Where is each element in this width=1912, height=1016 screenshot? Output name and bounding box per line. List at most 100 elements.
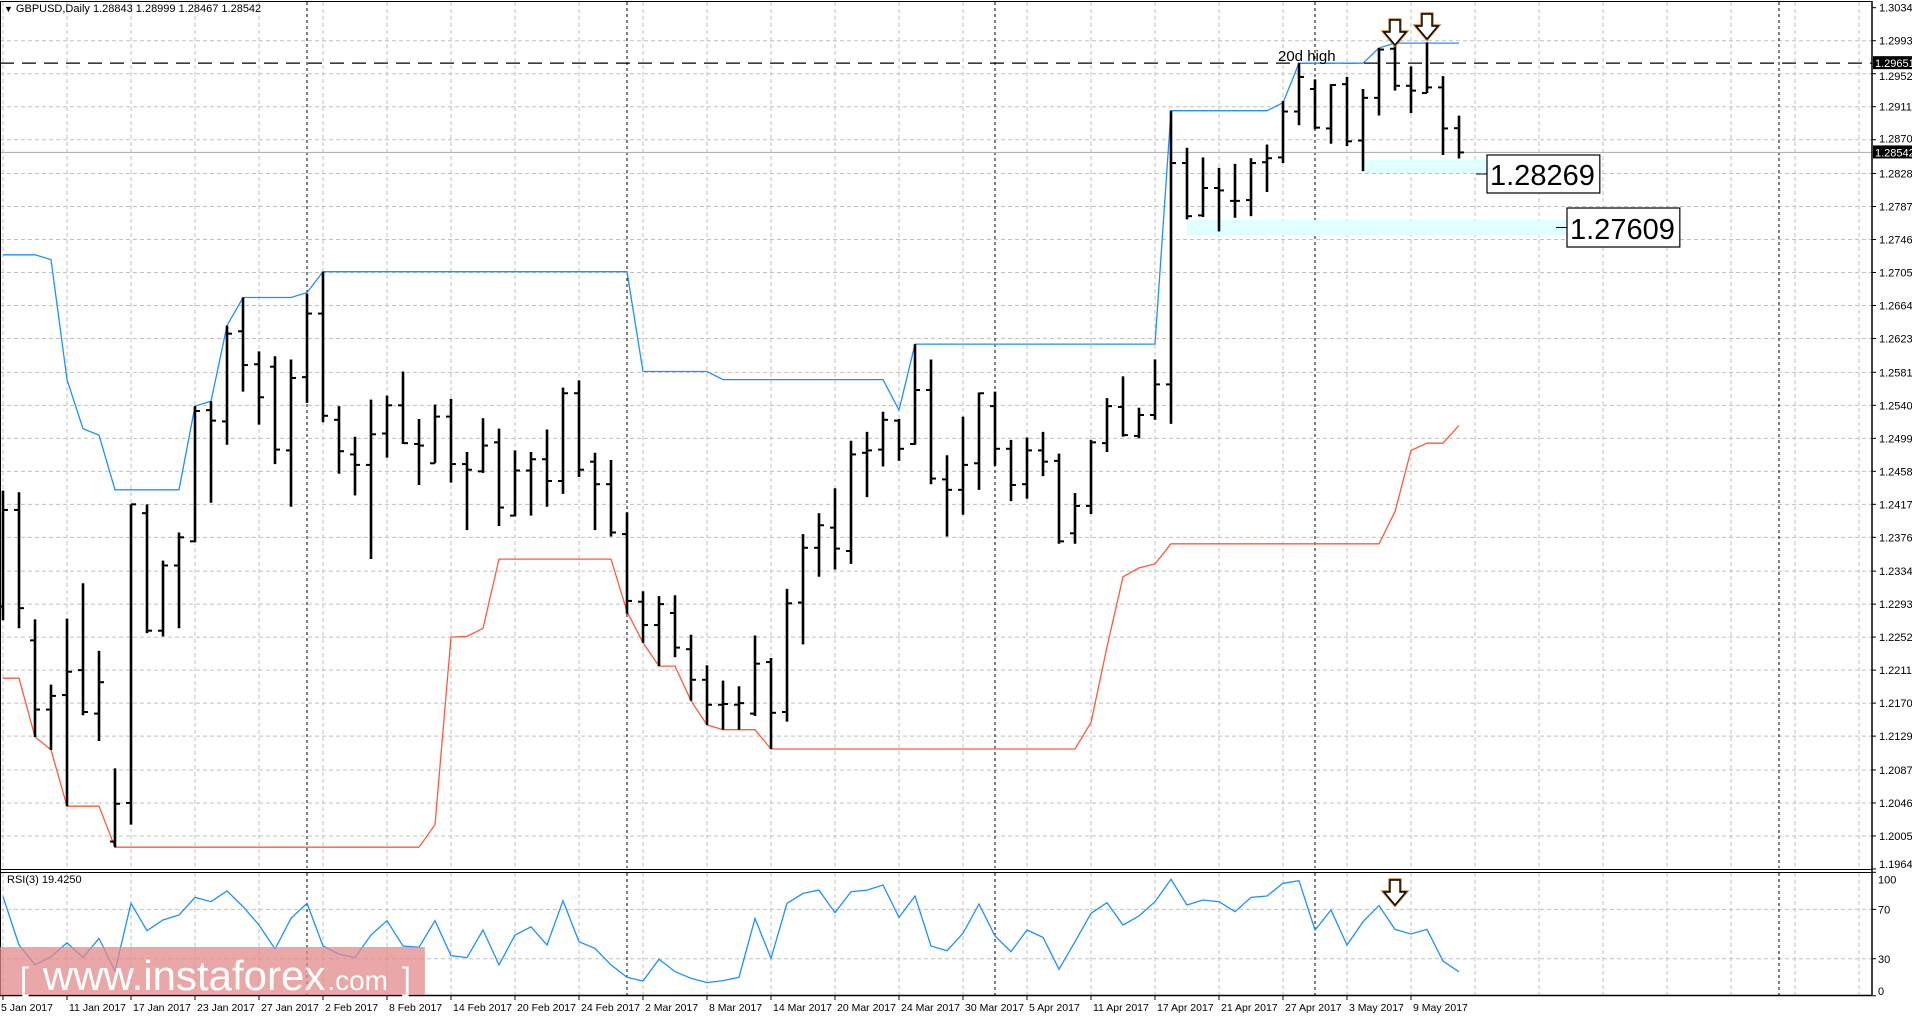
y-tick-label: 1.21290: [1879, 731, 1912, 743]
ohlc-bar: [926, 359, 936, 485]
ohlc-bar: [478, 418, 488, 473]
symbol-label: GBPUSD,Daily: [15, 3, 90, 15]
ohlc-bar: [94, 650, 104, 741]
x-tick-label: 2 Feb 2017: [325, 1002, 378, 1014]
ohlc-bar: [654, 596, 664, 667]
ohlc-bar: [702, 665, 712, 725]
x-tick-label: 5 Apr 2017: [1029, 1002, 1080, 1014]
ohlc-bar: [574, 380, 584, 477]
ohlc-bar: [222, 325, 232, 445]
rsi-tick-label: 30: [1878, 954, 1890, 966]
ohlc-bar: [302, 293, 312, 403]
ohlc-readout: 1.28843 1.28999 1.28467 1.28542: [92, 3, 262, 15]
y-tick-label: 1.28280: [1879, 169, 1912, 181]
ohlc-bar: [350, 436, 360, 496]
ohlc-bar: [862, 431, 872, 498]
ohlc-bar: [398, 371, 408, 445]
ohlc-bar: [30, 619, 40, 737]
ohlc-bar: [526, 452, 536, 516]
ohlc-bar: [174, 532, 184, 629]
ohlc-bar: [158, 560, 168, 637]
x-tick-label: 5 Jan 2017: [1, 1002, 53, 1014]
ohlc-bar: [510, 450, 520, 517]
y-tick-label: 1.22520: [1879, 632, 1912, 644]
ohlc-bar: [1022, 437, 1032, 499]
price-marker-label: 1.29651: [1875, 58, 1912, 70]
ohlc-bar: [238, 297, 248, 392]
ohlc-bar: [590, 452, 600, 531]
ohlc-bar: [542, 429, 552, 507]
ohlc-bar: [0, 490, 8, 621]
ohlc-bar: [1326, 83, 1336, 144]
grid: [0, 2, 1872, 995]
ohlc-bar: [430, 404, 440, 465]
x-tick-label: 8 Mar 2017: [709, 1002, 762, 1014]
ohlc-bar: [46, 684, 56, 750]
y-tick-label: 1.22930: [1879, 599, 1912, 611]
ohlc-bar: [990, 391, 1000, 466]
x-tick-label: 9 May 2017: [1413, 1002, 1468, 1014]
ohlc-bar: [254, 351, 264, 425]
ohlc-bar: [814, 513, 824, 577]
y-tick-label: 1.24170: [1879, 499, 1912, 511]
x-tick-label: 8 Feb 2017: [389, 1002, 442, 1014]
ohlc-bar: [190, 406, 200, 543]
y-tick-label: 1.27870: [1879, 202, 1912, 214]
support-level-1-label: 1.28269: [1490, 160, 1595, 192]
x-tick-label: 27 Jan 2017: [261, 1002, 319, 1014]
price-marker-box: [1873, 145, 1912, 159]
y-tick-label: 1.29520: [1879, 71, 1912, 83]
ohlc-bar: [830, 488, 840, 570]
ohlc-bar: [1086, 439, 1096, 514]
ohlc-bar: [910, 344, 920, 445]
ohlc-bar: [766, 658, 776, 750]
y-tick-label: 1.30340: [1879, 3, 1912, 15]
y-tick-label: 1.26230: [1879, 334, 1912, 346]
x-tick-label: 14 Mar 2017: [773, 1002, 832, 1014]
ohlc-bar: [1374, 47, 1384, 116]
instaforex-watermark: [www.instaforex .com]: [0, 947, 425, 999]
ohlc-bar: [622, 512, 632, 614]
lower-channel-line: [3, 424, 1460, 848]
x-tick-label: 27 Apr 2017: [1285, 1002, 1342, 1014]
x-tick-label: 20 Feb 2017: [517, 1002, 576, 1014]
x-tick-label: 23 Jan 2017: [197, 1002, 255, 1014]
ohlc-bar: [334, 406, 344, 474]
y-tick-label: 1.24990: [1879, 433, 1912, 445]
ohlc-bar: [718, 680, 728, 730]
y-tick-label: 1.20460: [1879, 798, 1912, 810]
down-arrow-icon: [1382, 879, 1408, 907]
watermark-background: [0, 947, 425, 995]
ohlc-bar: [1102, 398, 1112, 453]
price-marker-box: [1873, 56, 1912, 70]
ohlc-bar: [1406, 66, 1416, 114]
ohlc-bar: [638, 591, 648, 643]
triangle-down-icon[interactable]: ▼: [4, 4, 13, 14]
ohlc-bar: [206, 401, 216, 503]
ohlc-bar: [1038, 431, 1048, 477]
y-tick-label: 1.22110: [1879, 665, 1912, 677]
x-tick-label: 2 Mar 2017: [645, 1002, 698, 1014]
ohlc-bar: [142, 504, 152, 634]
y-tick-label: 1.25810: [1879, 367, 1912, 379]
ohlc-bar: [750, 635, 760, 717]
support-level-1-label-box: [1486, 154, 1601, 194]
ohlc-bar: [366, 399, 376, 560]
x-tick-label: 30 Mar 2017: [965, 1002, 1024, 1014]
down-arrow-icon: [1382, 19, 1408, 47]
chart-header: ▼ GBPUSD,Daily 1.28843 1.28999 1.28467 1.…: [4, 3, 261, 15]
ohlc-bar: [1390, 44, 1400, 91]
ohlc-bar: [1166, 110, 1176, 424]
ohlc-bar: [1070, 493, 1080, 544]
x-tick-label: 20 Mar 2017: [837, 1002, 896, 1014]
x-tick-label: 21 Apr 2017: [1221, 1002, 1278, 1014]
x-tick-label: 3 May 2017: [1349, 1002, 1404, 1014]
y-tick-label: 1.27460: [1879, 235, 1912, 247]
down-arrow-icon: [1414, 13, 1440, 41]
ohlc-bar: [126, 503, 136, 825]
y-tick-label: 1.19640: [1879, 859, 1912, 871]
ohlc-bars: [0, 42, 1464, 848]
ohlc-bar: [414, 419, 424, 486]
watermark-text: www.instaforex: [42, 952, 325, 999]
